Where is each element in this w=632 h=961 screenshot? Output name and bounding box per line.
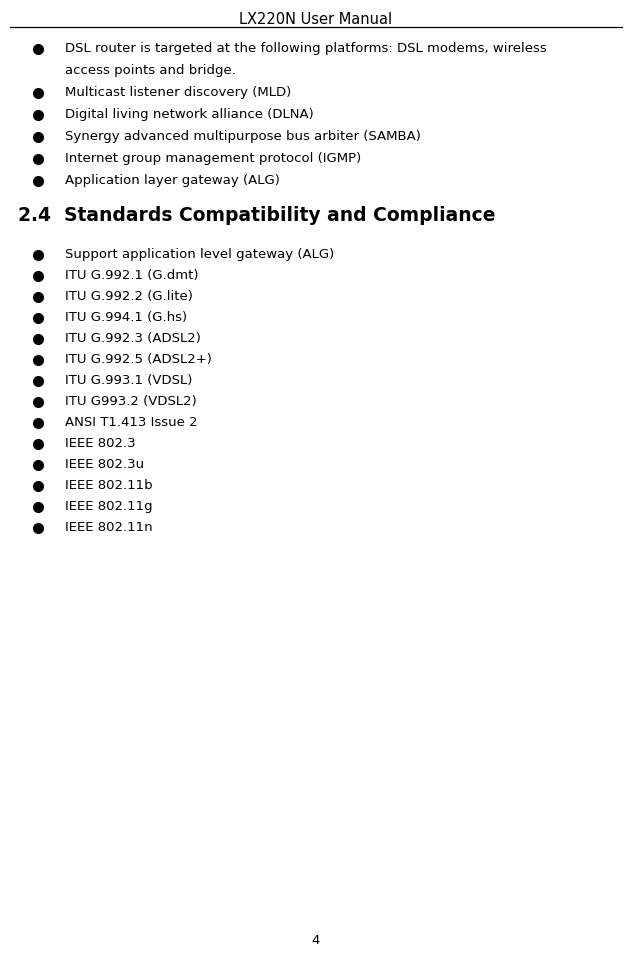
Text: ITU G993.2 (VDSL2): ITU G993.2 (VDSL2) [65,395,197,408]
Text: ITU G.992.5 (ADSL2+): ITU G.992.5 (ADSL2+) [65,353,212,366]
Text: Application layer gateway (ALG): Application layer gateway (ALG) [65,174,280,187]
Text: 2.4  Standards Compatibility and Compliance: 2.4 Standards Compatibility and Complian… [18,206,495,225]
Text: IEEE 802.11g: IEEE 802.11g [65,500,152,513]
Text: Digital living network alliance (DLNA): Digital living network alliance (DLNA) [65,108,313,121]
Text: ANSI T1.413 Issue 2: ANSI T1.413 Issue 2 [65,416,198,429]
Text: access points and bridge.: access points and bridge. [65,64,236,77]
Text: ITU G.992.2 (G.lite): ITU G.992.2 (G.lite) [65,290,193,303]
Text: IEEE 802.11n: IEEE 802.11n [65,521,152,534]
Text: IEEE 802.11b: IEEE 802.11b [65,479,152,492]
Text: Multicast listener discovery (MLD): Multicast listener discovery (MLD) [65,86,291,99]
Text: Internet group management protocol (IGMP): Internet group management protocol (IGMP… [65,152,362,165]
Text: LX220N User Manual: LX220N User Manual [240,12,392,27]
Text: IEEE 802.3: IEEE 802.3 [65,437,136,450]
Text: DSL router is targeted at the following platforms: DSL modems, wireless: DSL router is targeted at the following … [65,42,547,55]
Text: Synergy advanced multipurpose bus arbiter (SAMBA): Synergy advanced multipurpose bus arbite… [65,130,421,143]
Text: Support application level gateway (ALG): Support application level gateway (ALG) [65,248,334,261]
Text: ITU G.994.1 (G.hs): ITU G.994.1 (G.hs) [65,311,187,324]
Text: IEEE 802.3u: IEEE 802.3u [65,458,144,471]
Text: ITU G.993.1 (VDSL): ITU G.993.1 (VDSL) [65,374,192,387]
Text: ITU G.992.3 (ADSL2): ITU G.992.3 (ADSL2) [65,332,201,345]
Text: ITU G.992.1 (G.dmt): ITU G.992.1 (G.dmt) [65,269,198,282]
Text: 4: 4 [312,933,320,947]
